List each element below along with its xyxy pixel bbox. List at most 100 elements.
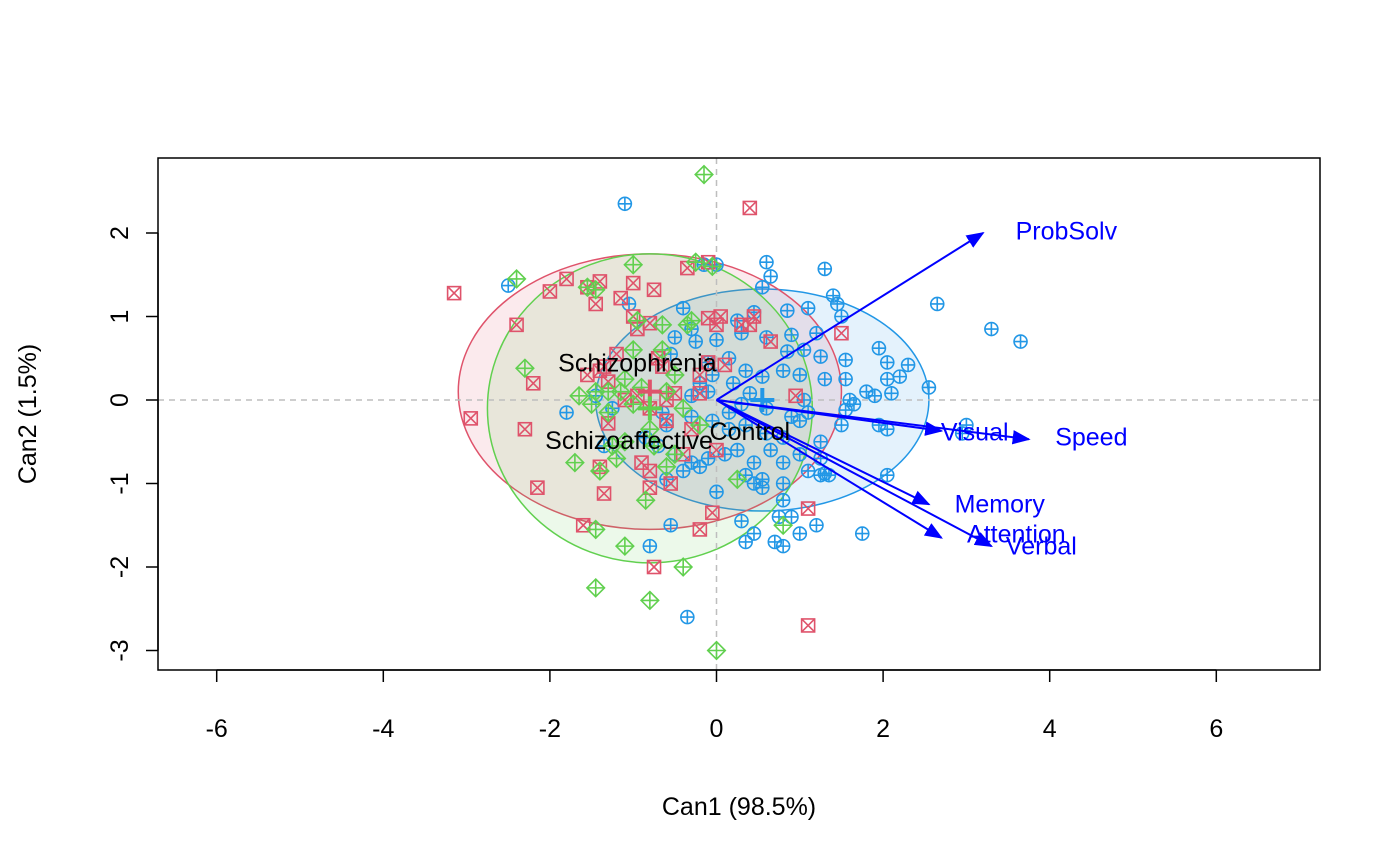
point-schizoaffective	[602, 436, 623, 456]
point-schizoaffective	[623, 339, 644, 360]
point-control	[817, 371, 833, 387]
vector-label-attention: Attention	[967, 521, 1066, 549]
centroid-schizoaffective	[637, 396, 662, 421]
reference-lines	[158, 158, 1320, 670]
point-control	[984, 321, 999, 337]
point-schizoaffective	[635, 490, 656, 511]
point-control	[775, 476, 791, 491]
point-schizophrenia	[834, 325, 849, 341]
point-schizoaffective	[677, 314, 698, 335]
point-control	[559, 405, 574, 420]
point-schizoaffective	[685, 252, 706, 273]
point-control	[705, 413, 720, 429]
point-control	[775, 455, 791, 470]
point-control	[684, 409, 699, 425]
point-control	[775, 363, 791, 379]
point-control	[884, 386, 899, 401]
point-schizophrenia	[763, 334, 778, 349]
vector-visual	[716, 399, 944, 436]
point-schizophrenia	[646, 559, 662, 575]
point-schizophrenia	[700, 355, 716, 370]
point-schizophrenia	[634, 455, 649, 470]
vector-memory	[716, 399, 931, 506]
point-schizophrenia	[642, 480, 658, 495]
point-schizoaffective	[564, 452, 585, 473]
point-control	[813, 434, 828, 450]
group-label-schizophrenia: Schizophrenia	[558, 349, 717, 377]
point-schizoaffective	[506, 269, 527, 289]
centroid-control	[750, 388, 775, 412]
point-schizophrenia	[646, 282, 662, 298]
x-tick-label: 6	[1209, 715, 1223, 743]
point-control	[792, 413, 808, 429]
point-schizophrenia	[625, 275, 641, 291]
point-control	[921, 380, 937, 395]
point-control	[800, 463, 816, 479]
point-control	[929, 296, 945, 312]
vector-label-verbal: Verbal	[1006, 532, 1077, 560]
point-schizoaffective	[585, 279, 606, 300]
point-schizoaffective	[598, 402, 619, 423]
point-control	[746, 526, 762, 541]
point-control	[829, 296, 845, 312]
point-control	[730, 442, 745, 458]
point-schizoaffective	[627, 310, 648, 331]
data-points	[446, 164, 1028, 661]
point-schizophrenia	[692, 522, 708, 537]
point-control	[500, 278, 516, 293]
point-schizophrenia	[742, 317, 758, 333]
point-schizoaffective	[610, 381, 631, 402]
point-control	[742, 386, 758, 401]
point-control	[663, 517, 678, 533]
vector-probsolv	[715, 232, 985, 401]
point-schizophrenia	[446, 285, 462, 301]
point-control	[692, 459, 708, 475]
point-control	[879, 467, 895, 483]
point-schizoaffective	[581, 394, 602, 415]
point-control	[867, 388, 883, 404]
point-schizophrenia	[709, 442, 724, 458]
point-control	[746, 476, 762, 491]
point-schizoaffective	[585, 577, 606, 598]
x-tick-label: 4	[1043, 715, 1057, 743]
point-schizoaffective	[652, 339, 673, 360]
point-control	[738, 417, 753, 433]
point-control	[738, 363, 753, 379]
point-control	[854, 526, 870, 541]
x-tick-label: 0	[710, 715, 724, 743]
point-control	[667, 330, 683, 345]
point-schizoaffective	[614, 536, 635, 557]
vector-label-probsolv: ProbSolv	[1016, 217, 1118, 245]
point-control	[1013, 334, 1028, 349]
point-control	[763, 269, 778, 284]
x-tick-label: -4	[372, 715, 394, 743]
point-control	[688, 334, 703, 349]
point-schizophrenia	[709, 317, 724, 333]
variable-vectors	[715, 232, 1031, 548]
point-control	[759, 254, 774, 270]
point-control	[784, 509, 799, 525]
point-control	[734, 325, 749, 341]
point-control	[879, 371, 895, 387]
point-control	[784, 327, 799, 343]
point-schizophrenia	[613, 290, 629, 306]
point-control	[809, 517, 824, 533]
y-axis: -3 -2 -1 0 1 2	[106, 226, 159, 662]
point-schizoaffective	[614, 431, 635, 452]
point-schizoaffective	[639, 419, 660, 440]
point-control	[763, 442, 778, 458]
x-tick-label: 2	[876, 715, 890, 743]
point-control	[709, 332, 724, 348]
point-control	[838, 371, 853, 387]
point-control	[709, 484, 724, 500]
plot-area	[158, 158, 1320, 670]
group-centroids	[637, 379, 775, 421]
point-control	[892, 369, 908, 384]
point-schizophrenia	[542, 284, 558, 299]
point-schizophrenia	[692, 386, 708, 401]
point-schizophrenia	[713, 309, 728, 324]
vector-label-memory: Memory	[955, 491, 1046, 519]
point-schizoaffective	[623, 394, 644, 415]
point-control	[817, 261, 833, 277]
